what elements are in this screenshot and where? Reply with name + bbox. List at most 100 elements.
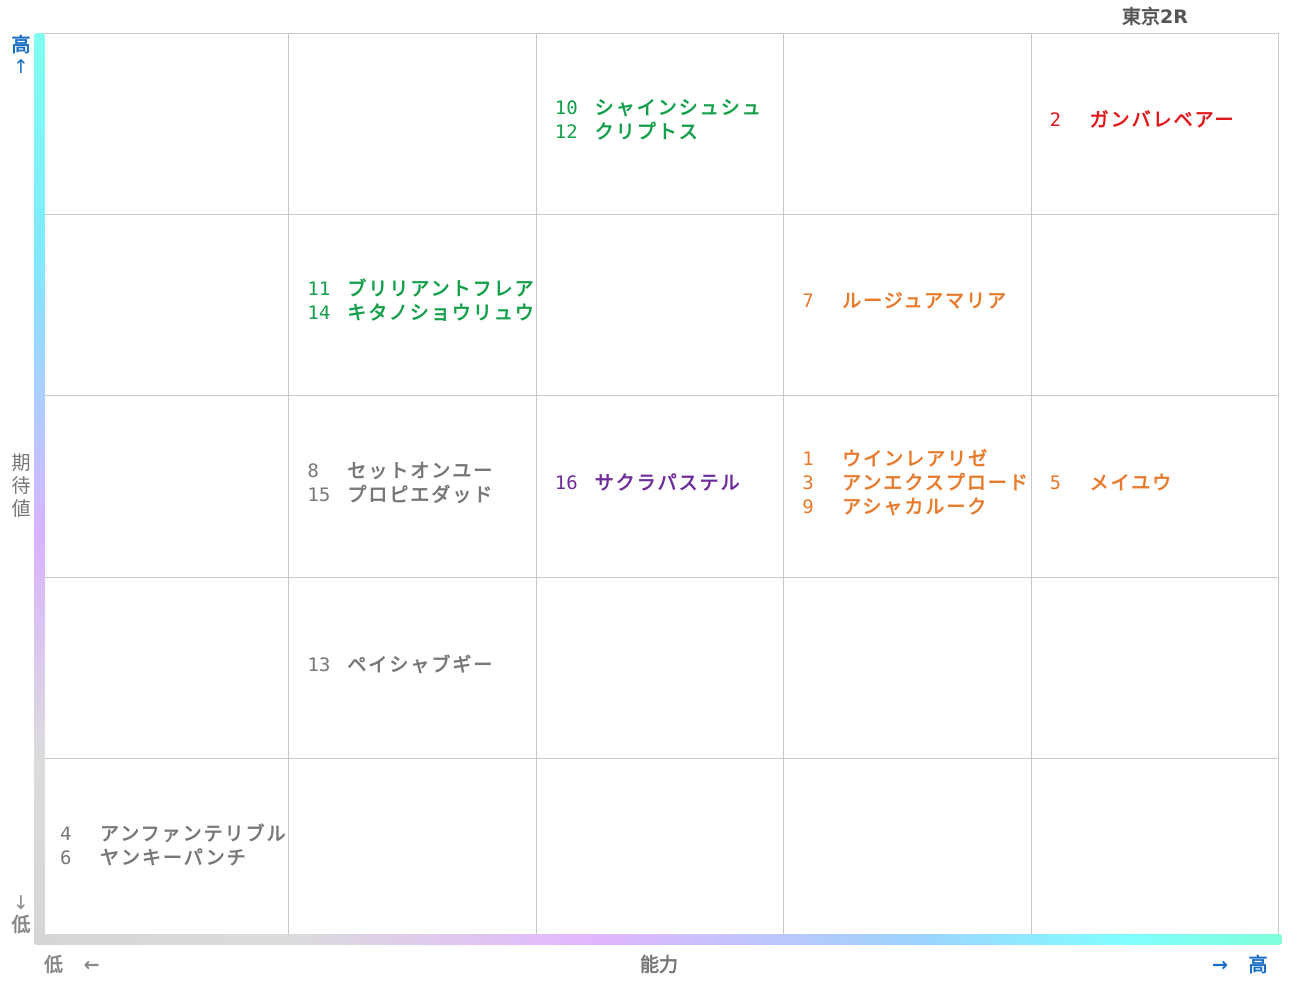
- horse-group: 1 ウインレアリゼ 3 アンエクスプロード 9 アシャカルーク: [802, 447, 1030, 519]
- y-low-text: 低: [11, 914, 31, 936]
- horse-number: 6: [60, 847, 72, 870]
- down-arrow-icon: ↓: [13, 892, 29, 914]
- horse-number: 1: [802, 448, 814, 470]
- horse-name: ペイシャブギー: [347, 653, 495, 676]
- y-axis-title-text: 期待値: [10, 452, 32, 521]
- x-axis-gradient-bar: [34, 934, 1282, 945]
- horse-entry: 15 プロピエダッド: [307, 483, 494, 507]
- horse-number: 15: [307, 484, 331, 506]
- horse-name: アシャカルーク: [842, 496, 989, 518]
- horse-number: 7: [802, 290, 814, 313]
- horse-number: 16: [554, 472, 578, 494]
- horse-entry: 12 クリプトス: [555, 120, 763, 144]
- grid-cell: [1031, 759, 1279, 941]
- horse-name: キタノショウリュウ: [347, 302, 536, 325]
- horse-group: 11 ブリリアントフレア 14 キタノショウリュウ: [307, 277, 535, 325]
- grid-cell: [536, 759, 785, 941]
- x-axis-high-label: → 高: [1212, 950, 1268, 977]
- horse-name: シャインシュシュ: [594, 96, 763, 119]
- grid-cell: [1031, 577, 1279, 760]
- horse-entry: 16 サクラパステル: [555, 471, 742, 495]
- grid-cell: [784, 577, 1032, 760]
- y-axis-low-label: ↓ 低: [10, 892, 32, 936]
- horse-group: 2 ガンバレベアー: [1050, 108, 1236, 132]
- grid-cell: [536, 214, 785, 397]
- grid-cell: [289, 396, 537, 578]
- horse-number: 2: [1049, 108, 1062, 131]
- left-arrow-icon: ←: [83, 954, 100, 976]
- grid-cell: [289, 33, 537, 215]
- grid-cell: [536, 577, 785, 760]
- y-axis-title-char: 値: [11, 498, 31, 520]
- horse-name: ウインレアリゼ: [842, 448, 990, 470]
- grid-cell: [289, 214, 537, 397]
- horse-group: 16 サクラパステル: [555, 471, 742, 495]
- horse-number: 5: [1049, 472, 1062, 494]
- horse-entry: 11 ブリリアントフレア: [307, 277, 535, 301]
- horse-entry: 7 ルージュアマリア: [802, 289, 1008, 313]
- horse-name: クリプトス: [594, 120, 700, 143]
- horse-number: 13: [307, 653, 331, 676]
- horse-entry: 14 キタノショウリュウ: [307, 301, 535, 325]
- grid-cell: [1031, 214, 1279, 397]
- horse-entry: 10 シャインシュシュ: [555, 96, 763, 120]
- horse-name: サクラパステル: [594, 472, 742, 494]
- horse-name: ガンバレベアー: [1089, 108, 1236, 131]
- x-axis-title: 能力: [640, 954, 679, 976]
- horse-name: アンファンテリブル: [100, 823, 288, 846]
- y-axis-high-label: 高 ↑: [10, 34, 32, 78]
- horse-entry: 2 ガンバレベアー: [1050, 108, 1236, 132]
- horse-entry: 1 ウインレアリゼ: [802, 447, 1030, 471]
- horse-name: ヤンキーパンチ: [100, 847, 248, 870]
- horse-number: 4: [60, 823, 72, 846]
- horse-entry: 13 ペイシャブギー: [307, 653, 494, 677]
- horse-group: 7 ルージュアマリア: [802, 289, 1008, 313]
- horse-group: 10 シャインシュシュ 12 クリプトス: [555, 96, 763, 144]
- grid-cell: [536, 33, 785, 215]
- grid-cell: [784, 759, 1032, 941]
- up-arrow-icon: ↑: [13, 56, 29, 78]
- grid-cell: [784, 396, 1032, 578]
- horse-name: ブリリアントフレア: [347, 278, 536, 301]
- horse-group: 8 セットオンユー 15 プロピエダッド: [307, 459, 494, 507]
- grid-cell: [42, 214, 290, 397]
- grid-cell: [289, 759, 537, 941]
- right-arrow-icon: →: [1212, 954, 1228, 976]
- horse-entry: 3 アンエクスプロード: [802, 471, 1030, 495]
- horse-entry: 4 アンファンテリブル: [60, 822, 288, 846]
- horse-name: アンエクスプロード: [842, 472, 1030, 494]
- horse-number: 8: [307, 460, 319, 482]
- horse-name: プロピエダッド: [347, 484, 495, 506]
- grid-cell: [784, 214, 1032, 397]
- y-axis-gradient-bar: [34, 33, 45, 945]
- horse-number: 3: [802, 472, 814, 494]
- x-high-text: 高: [1248, 954, 1268, 976]
- grid-cell: [42, 33, 290, 215]
- horse-name: メイユウ: [1089, 472, 1174, 494]
- horse-name: セットオンユー: [347, 460, 495, 482]
- horse-entry: 9 アシャカルーク: [802, 495, 1030, 519]
- horse-entry: 5 メイユウ: [1050, 471, 1174, 495]
- grid-cell: [784, 33, 1032, 215]
- horse-name: ルージュアマリア: [842, 290, 1009, 313]
- y-axis-title-char: 待: [11, 475, 31, 497]
- horse-number: 9: [802, 496, 814, 518]
- grid-cell: [289, 577, 537, 760]
- horse-group: 5 メイユウ: [1050, 471, 1174, 495]
- horse-number: 12: [554, 120, 578, 143]
- horse-number: 10: [554, 96, 578, 119]
- y-axis-title-char: 期: [11, 452, 31, 474]
- grid-cell: [536, 396, 785, 578]
- horse-entry: 6 ヤンキーパンチ: [60, 846, 288, 870]
- horse-group: 13 ペイシャブギー: [307, 653, 494, 677]
- matrix-grid: 10 シャインシュシュ 12 クリプトス 2 ガンバレベアー 11 ブリリアントフレア 14 キタ…: [42, 33, 1279, 941]
- grid-cell: [42, 577, 290, 760]
- horse-number: 14: [307, 302, 331, 325]
- horse-number: 11: [307, 278, 331, 301]
- x-low-text: 低: [44, 954, 64, 976]
- chart-title: 東京2R: [1122, 6, 1188, 28]
- horse-group: 4 アンファンテリブル 6 ヤンキーパンチ: [60, 822, 288, 870]
- horse-entry: 8 セットオンユー: [307, 459, 494, 483]
- y-high-text: 高: [11, 34, 31, 56]
- x-axis-low-label: 低 ←: [44, 950, 100, 977]
